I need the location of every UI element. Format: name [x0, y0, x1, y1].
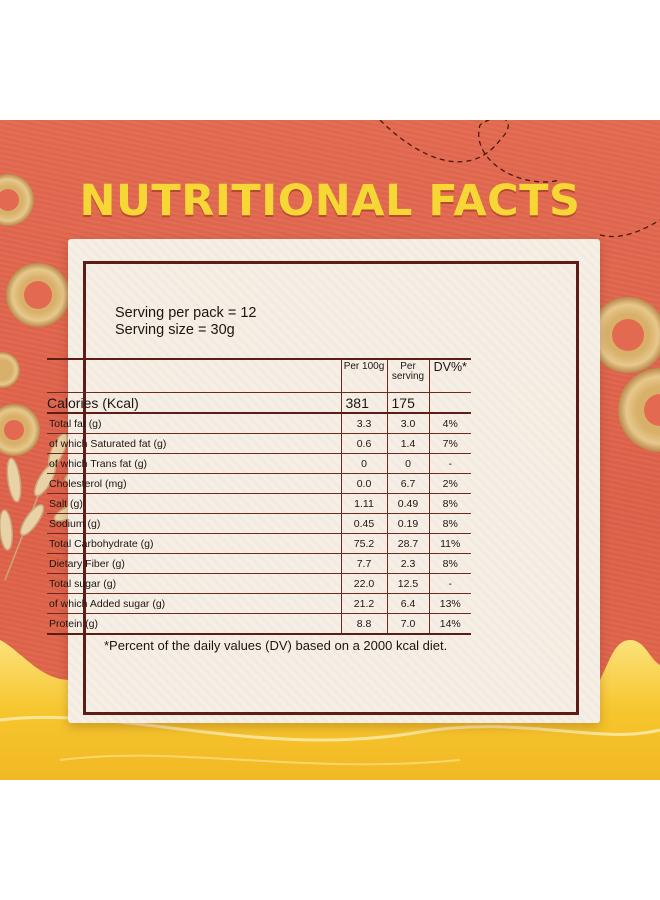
nutrient-name: Salt (g) — [47, 493, 341, 514]
cereal-ring-icon — [618, 368, 660, 452]
nutrient-name: Protein (g) — [47, 613, 341, 635]
table-row: Dietary Fiber (g) 7.7 2.3 8% — [47, 553, 471, 574]
calories-per-serving: 175 — [386, 392, 429, 414]
value-per-serving: 0.19 — [386, 513, 429, 534]
dv-footnote: *Percent of the daily values (DV) based … — [104, 638, 448, 653]
value-dv: 14% — [428, 613, 471, 635]
cereal-ring-icon — [0, 174, 34, 226]
value-per-100g: 0.45 — [340, 513, 387, 534]
value-per-serving: 1.4 — [386, 433, 429, 454]
table-row: Total Carbohydrate (g) 75.2 28.7 11% — [47, 533, 471, 554]
value-per-serving: 0.49 — [386, 493, 429, 514]
table-header-row: Per 100g Per serving DV%* — [47, 358, 471, 393]
nutrient-name: Sodium (g) — [47, 513, 341, 534]
table-row: Sodium (g) 0.45 0.19 8% — [47, 513, 471, 534]
value-per-serving: 3.0 — [386, 413, 429, 434]
table-row: Cholesterol (mg) 0.0 6.7 2% — [47, 473, 471, 494]
dashed-path — [379, 120, 561, 183]
value-dv: - — [428, 453, 471, 474]
nutrient-name: of which Saturated fat (g) — [47, 433, 341, 454]
value-per-100g: 0.6 — [340, 433, 387, 454]
servings-per-pack: Serving per pack = 12 — [115, 305, 257, 321]
value-per-serving: 7.0 — [386, 613, 429, 635]
nutrient-name: of which Added sugar (g) — [47, 593, 341, 614]
value-per-serving: 28.7 — [386, 533, 429, 554]
nutrient-name: Total fat (g) — [47, 413, 341, 434]
value-per-serving: 6.4 — [386, 593, 429, 614]
value-dv: 13% — [428, 593, 471, 614]
dashed-path-2 — [599, 219, 660, 238]
calories-label: Calories (Kcal) — [47, 392, 341, 414]
value-per-100g: 1.11 — [340, 493, 387, 514]
cereal-ring-icon — [0, 352, 20, 388]
value-per-serving: 2.3 — [386, 553, 429, 574]
nutrient-name: Dietary Fiber (g) — [47, 553, 341, 574]
cereal-ring-icon — [6, 263, 70, 327]
serving-info: Serving per pack = 12 Serving size = 30g — [115, 305, 256, 339]
nutrition-table: Per 100g Per serving DV%* Calories (Kcal)… — [47, 358, 471, 635]
value-dv: 8% — [428, 493, 471, 514]
cereal-ring-icon — [0, 404, 40, 456]
cereal-ring-icon — [590, 297, 660, 373]
header-per-serving: Per serving — [386, 358, 429, 393]
serving-size: Serving size = 30g — [115, 322, 235, 338]
value-dv: - — [428, 573, 471, 594]
value-dv: 7% — [428, 433, 471, 454]
table-row: of which Saturated fat (g) 0.6 1.4 7% — [47, 433, 471, 454]
nutrient-name: of which Trans fat (g) — [47, 453, 341, 474]
nutrient-name: Total Carbohydrate (g) — [47, 533, 341, 554]
nutrient-name: Total sugar (g) — [47, 573, 341, 594]
table-row: of which Added sugar (g) 21.2 6.4 13% — [47, 593, 471, 614]
value-per-100g: 7.7 — [340, 553, 387, 574]
value-per-serving: 12.5 — [386, 573, 429, 594]
value-per-100g: 75.2 — [340, 533, 387, 554]
nutrient-name: Cholesterol (mg) — [47, 473, 341, 494]
header-dv: DV%* — [428, 358, 471, 393]
value-per-100g: 3.3 — [340, 413, 387, 434]
table-row: Total sugar (g) 22.0 12.5- — [47, 573, 471, 594]
calories-per-100g: 381 — [340, 392, 387, 414]
value-per-serving: 6.7 — [386, 473, 429, 494]
value-per-serving: 0 — [386, 453, 429, 474]
table-row: of which Trans fat (g) 0 0- — [47, 453, 471, 474]
calories-row: Calories (Kcal) 381 175 — [47, 392, 471, 414]
value-dv: 11% — [428, 533, 471, 554]
nutrition-banner: NUTRITIONAL FACTS Serving per pack = 12 … — [0, 120, 660, 780]
value-dv: 2% — [428, 473, 471, 494]
value-per-100g: 8.8 — [340, 613, 387, 635]
table-row: Protein (g) 8.8 7.0 14% — [47, 613, 471, 635]
value-per-100g: 21.2 — [340, 593, 387, 614]
value-per-100g: 0.0 — [340, 473, 387, 494]
value-dv: 8% — [428, 553, 471, 574]
value-per-100g: 22.0 — [340, 573, 387, 594]
value-per-100g: 0 — [340, 453, 387, 474]
page-title: NUTRITIONAL FACTS — [79, 176, 581, 226]
header-per-100g: Per 100g — [340, 358, 387, 393]
value-dv: 4% — [428, 413, 471, 434]
table-row: Salt (g) 1.11 0.49 8% — [47, 493, 471, 514]
value-dv: 8% — [428, 513, 471, 534]
table-row: Total fat (g) 3.3 3.0 4% — [47, 413, 471, 434]
